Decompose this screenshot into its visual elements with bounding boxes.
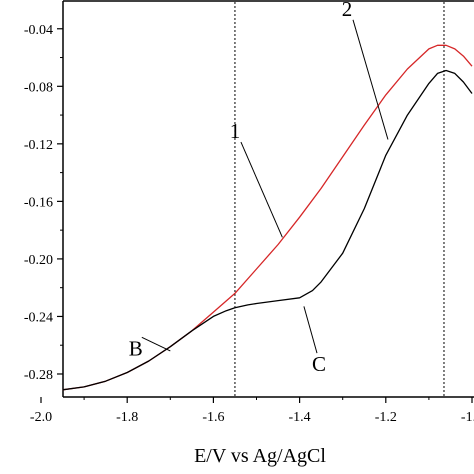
annotation-leader: [352, 19, 389, 140]
x-tick-label: -1.8: [116, 410, 138, 425]
y-tick-label: -0.16: [24, 195, 53, 210]
y-tick-label: -0.24: [24, 310, 53, 325]
annotation-label-B: B: [129, 336, 143, 360]
annotation-leader: [303, 306, 318, 354]
annotation-label-C: C: [312, 352, 326, 376]
y-tick-label: -0.20: [24, 253, 53, 268]
series-line-1: [62, 44, 473, 391]
y-tick-label: -0.12: [24, 138, 53, 153]
annotations: 1 2 B C: [129, 0, 389, 376]
x-tick-label: -1.0: [461, 410, 474, 425]
x-tick-label: -1.6: [202, 410, 224, 425]
y-tick-label: -0.04: [24, 23, 53, 38]
annotation-label-1: 1: [230, 119, 241, 143]
x-tick-label: -1.4: [289, 410, 311, 425]
series-group: [62, 44, 473, 391]
annotation-leader: [240, 141, 283, 238]
annotation-label-2: 2: [342, 0, 353, 21]
series-line-2: [62, 69, 473, 391]
y-tick-label: -0.08: [24, 80, 53, 95]
reference-lines: [234, 2, 445, 397]
annotation-leader: [141, 336, 171, 352]
x-axis-label: E/V vs Ag/AgCl: [194, 445, 326, 467]
axes: -2.0 -1.8 -1.6 -1.4 -1.2 -1.0 -0.04 -0.08 -0.12 -…: [24, 0, 474, 425]
x-tick-label: -1.2: [375, 410, 397, 425]
y-tick-label: -0.28: [24, 368, 53, 383]
x-tick-label: -2.0: [30, 410, 52, 425]
